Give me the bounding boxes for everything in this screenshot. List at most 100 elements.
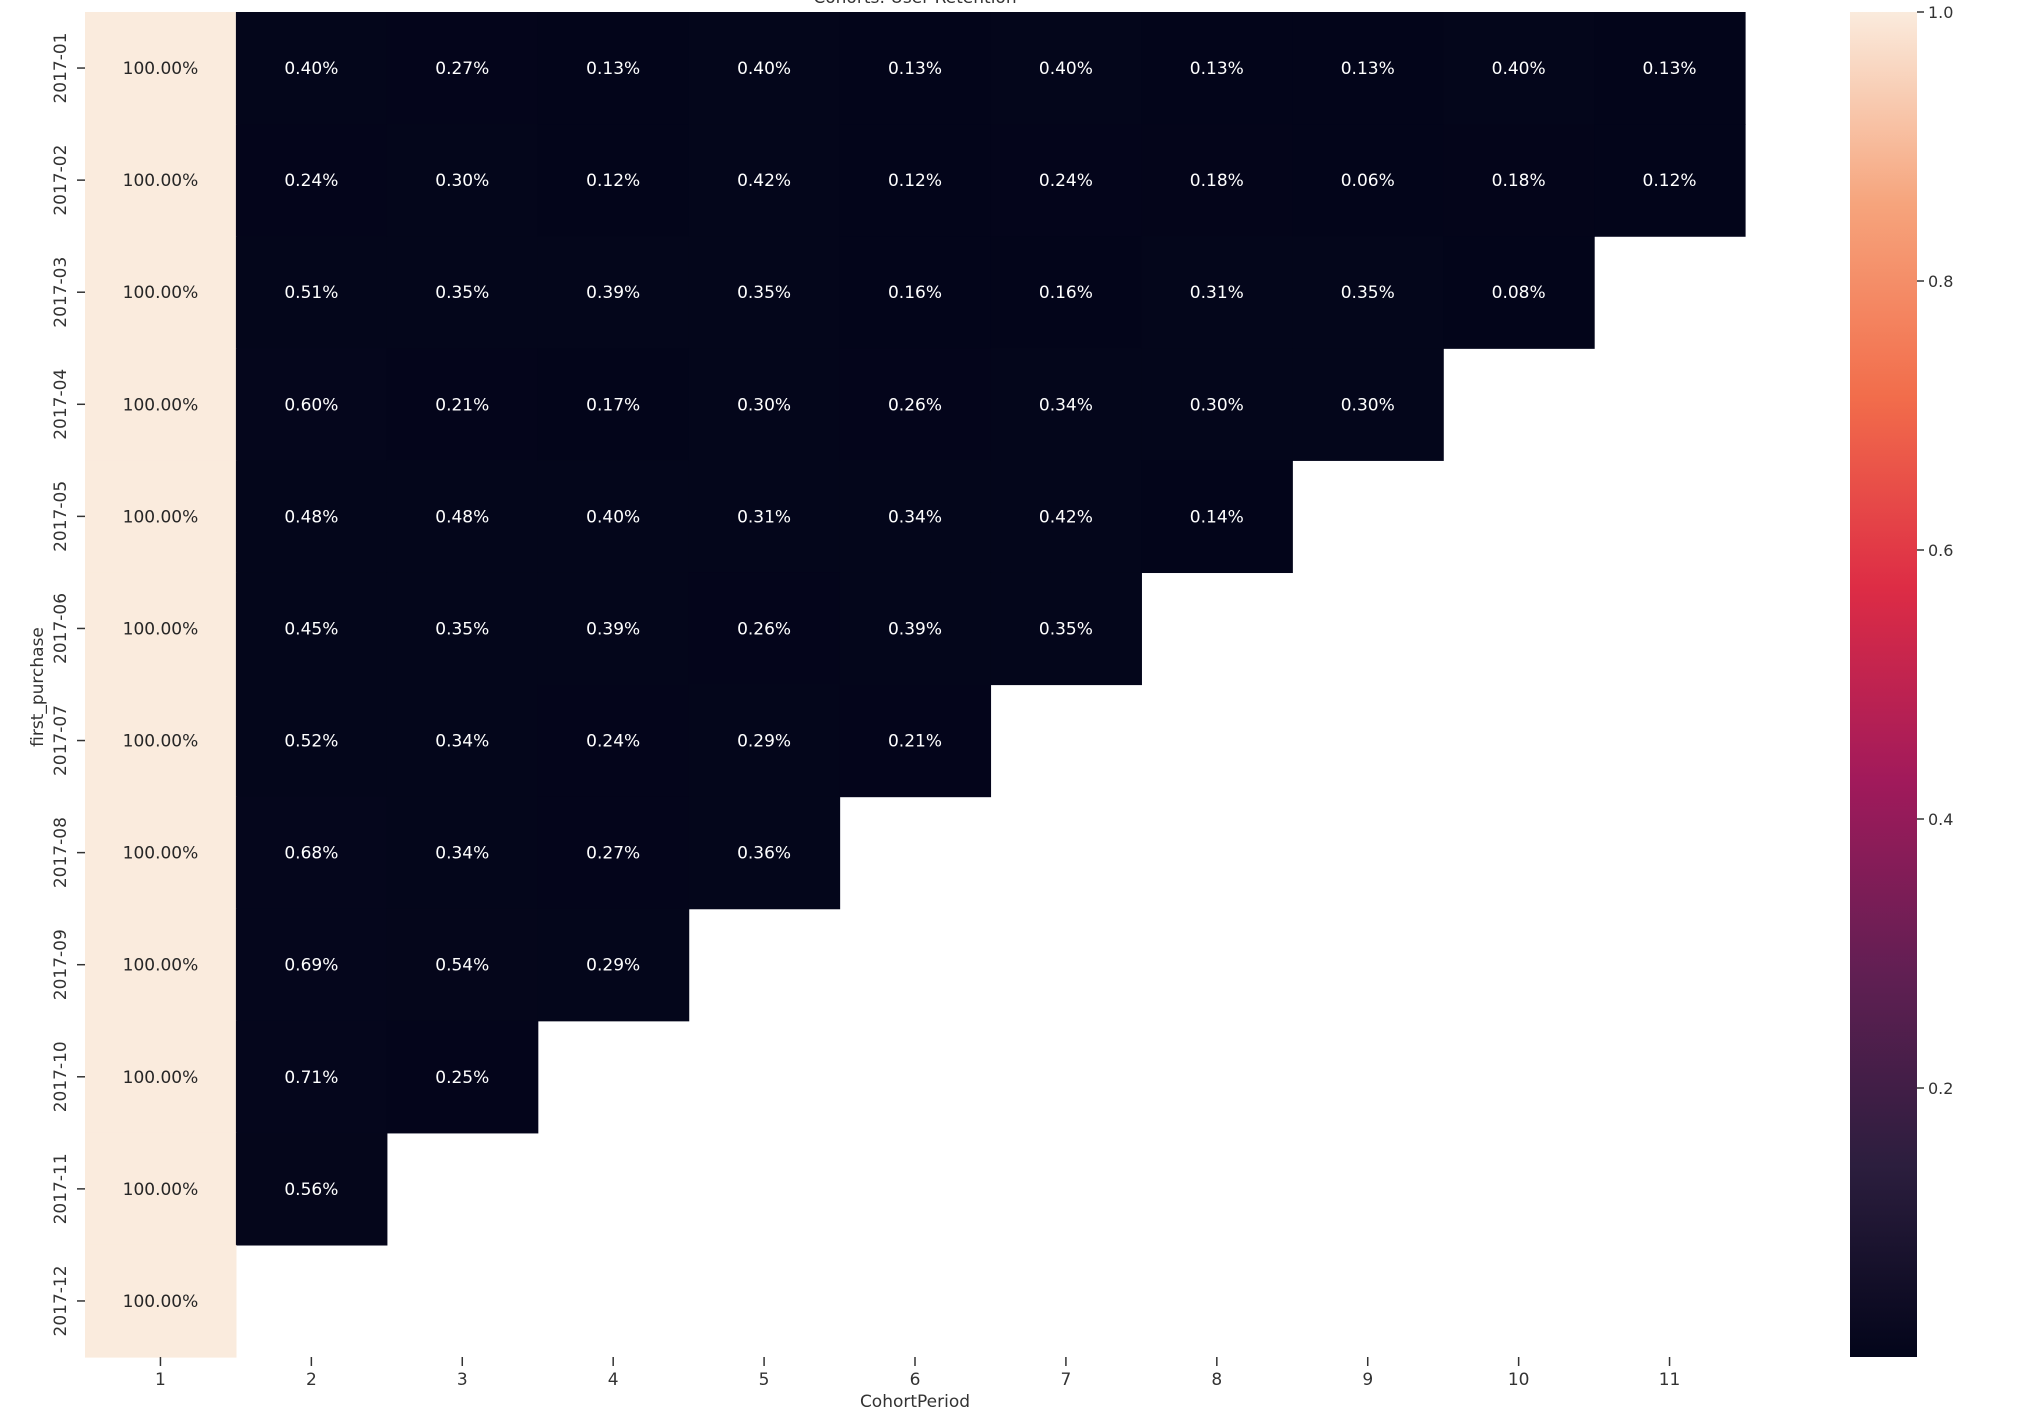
cell-value-label: 0.16% (1039, 283, 1093, 303)
heatmap-cell (537, 348, 690, 461)
heatmap-cell (85, 124, 237, 237)
heatmap-cell (386, 236, 539, 349)
heatmap-cell (688, 124, 841, 237)
heatmap-cell (85, 1020, 237, 1134)
cell-value-label: 0.29% (737, 732, 791, 752)
heatmap-cell (386, 572, 539, 686)
x-tick-label: 7 (1060, 1370, 1071, 1390)
colorbar-tick-label: 0.2 (1928, 1079, 1953, 1098)
cell-value-label: 0.35% (435, 283, 489, 303)
cell-value-label: 0.12% (586, 171, 640, 191)
heatmap-cell (1292, 348, 1444, 461)
heatmap-cell (688, 236, 841, 349)
y-tick-label: 2017-05 (51, 481, 71, 552)
heatmap-cell (235, 684, 388, 798)
heatmap-cell (235, 796, 388, 910)
heatmap-cell (386, 1020, 539, 1134)
heatmap-cell (235, 236, 388, 349)
cell-value-label: 0.30% (435, 171, 489, 191)
heatmap-cell (235, 460, 388, 574)
heatmap-cell (1141, 12, 1293, 125)
cell-value-label: 0.39% (586, 619, 640, 639)
cell-value-label: 0.35% (1341, 283, 1395, 303)
y-tick-label: 2017-09 (51, 929, 71, 1000)
cell-value-label: 100.00% (123, 732, 199, 752)
x-axis: 1 2 3 4 5 6 7 8 9 10 11 (155, 1357, 1680, 1390)
heatmap-cell (839, 236, 992, 349)
cell-value-label: 100.00% (123, 283, 199, 303)
heatmap-cell (1141, 236, 1293, 349)
cell-value-label: 0.12% (888, 171, 942, 191)
heatmap-cell (386, 348, 539, 461)
cell-value-label: 0.40% (284, 59, 338, 79)
cell-value-label: 100.00% (123, 507, 199, 527)
cell-value-label: 0.71% (284, 1068, 338, 1088)
y-tick-label: 2017-07 (51, 705, 71, 776)
cell-value-label: 0.26% (737, 619, 791, 639)
heatmap-cell (386, 124, 539, 237)
heatmap-cell (990, 460, 1142, 574)
y-tick-label: 2017-03 (51, 257, 71, 328)
heatmap-cell (688, 12, 841, 125)
colorbar: 0.2 0.4 0.6 0.8 1.0 (1850, 3, 1953, 1357)
heatmap-cell (235, 1020, 388, 1134)
x-tick-label: 2 (306, 1370, 317, 1390)
colorbar-tick-label: 1.0 (1928, 3, 1953, 22)
cell-value-label: 0.45% (284, 619, 338, 639)
cell-value-label: 0.30% (1190, 395, 1244, 415)
heatmap-cell (1594, 124, 1746, 237)
cell-value-label: 100.00% (123, 59, 199, 79)
cell-value-label: 0.35% (737, 283, 791, 303)
cell-value-label: 0.42% (737, 171, 791, 191)
heatmap-cell (990, 348, 1142, 461)
cell-value-label: 0.56% (284, 1180, 338, 1200)
cell-value-label: 0.34% (1039, 395, 1093, 415)
cell-value-label: 0.34% (888, 507, 942, 527)
heatmap-cell (537, 124, 690, 237)
heatmap-cell (537, 236, 690, 349)
heatmap-cell (990, 236, 1142, 349)
heatmap-cell (1292, 124, 1444, 237)
y-tick-label: 2017-08 (51, 817, 71, 888)
cell-value-label: 0.34% (435, 844, 489, 864)
cell-value-label: 100.00% (123, 1292, 199, 1312)
cell-value-label: 0.51% (284, 283, 338, 303)
cell-value-label: 100.00% (123, 1180, 199, 1200)
cell-value-label: 0.21% (888, 732, 942, 752)
cell-value-label: 100.00% (123, 619, 199, 639)
cell-value-label: 0.17% (586, 395, 640, 415)
chart-title: Cohorts: User Retention (813, 0, 1016, 8)
heatmap-cell (839, 348, 992, 461)
x-tick-label: 9 (1362, 1370, 1373, 1390)
cell-value-label: 0.39% (888, 619, 942, 639)
cell-value-label: 100.00% (123, 844, 199, 864)
heatmap-cell (1141, 348, 1293, 461)
heatmap-cell (1141, 124, 1293, 237)
heatmap-cells: 100.00% 0.40% 0.27% 0.13% 0.40% 0.13% 0.40% 0.1… (85, 12, 1746, 1358)
heatmap-cell (85, 572, 237, 686)
y-tick-label: 2017-12 (51, 1265, 71, 1336)
heatmap-cell (235, 12, 388, 125)
x-tick-label: 3 (457, 1370, 468, 1390)
cell-value-label: 0.21% (435, 395, 489, 415)
cell-value-label: 0.48% (435, 507, 489, 527)
heatmap-cell (990, 572, 1142, 686)
cell-value-label: 0.39% (586, 283, 640, 303)
heatmap-cell (839, 572, 992, 686)
heatmap-cell (235, 572, 388, 686)
cell-value-label: 0.27% (435, 59, 489, 79)
cell-value-label: 0.60% (284, 395, 338, 415)
heatmap-cell (85, 236, 237, 349)
heatmap-cell (1141, 460, 1293, 574)
heatmap-cell (688, 572, 841, 686)
cell-value-label: 100.00% (123, 171, 199, 191)
heatmap-cell (537, 572, 690, 686)
heatmap-cell (688, 796, 841, 910)
cell-value-label: 0.30% (737, 395, 791, 415)
cell-value-label: 0.31% (737, 507, 791, 527)
heatmap-cell (688, 348, 841, 461)
cell-value-label: 0.18% (1492, 171, 1546, 191)
x-tick-label: 8 (1211, 1370, 1222, 1390)
heatmap-cell (235, 908, 388, 1022)
